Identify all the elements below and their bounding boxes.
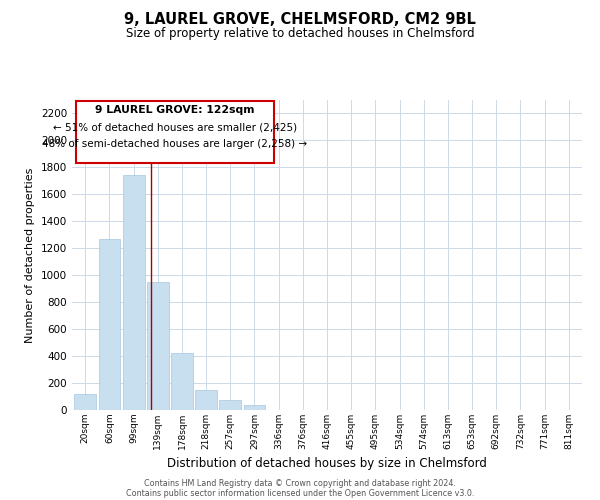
FancyBboxPatch shape bbox=[76, 102, 274, 162]
Bar bbox=[220, 400, 241, 410]
Bar bbox=[195, 390, 217, 410]
Y-axis label: Number of detached properties: Number of detached properties bbox=[25, 168, 35, 342]
X-axis label: Distribution of detached houses by size in Chelmsford: Distribution of detached houses by size … bbox=[167, 458, 487, 470]
Text: 48% of semi-detached houses are larger (2,258) →: 48% of semi-detached houses are larger (… bbox=[42, 139, 307, 149]
Bar bbox=[123, 176, 145, 410]
Text: Size of property relative to detached houses in Chelmsford: Size of property relative to detached ho… bbox=[125, 28, 475, 40]
Text: 9 LAUREL GROVE: 122sqm: 9 LAUREL GROVE: 122sqm bbox=[95, 106, 254, 116]
Text: Contains HM Land Registry data © Crown copyright and database right 2024.: Contains HM Land Registry data © Crown c… bbox=[144, 478, 456, 488]
Text: 9, LAUREL GROVE, CHELMSFORD, CM2 9BL: 9, LAUREL GROVE, CHELMSFORD, CM2 9BL bbox=[124, 12, 476, 28]
Bar bbox=[98, 239, 121, 410]
Bar bbox=[171, 354, 193, 410]
Bar bbox=[74, 394, 96, 410]
Bar bbox=[147, 282, 169, 410]
Text: ← 51% of detached houses are smaller (2,425): ← 51% of detached houses are smaller (2,… bbox=[53, 123, 297, 133]
Bar bbox=[244, 406, 265, 410]
Text: Contains public sector information licensed under the Open Government Licence v3: Contains public sector information licen… bbox=[126, 488, 474, 498]
